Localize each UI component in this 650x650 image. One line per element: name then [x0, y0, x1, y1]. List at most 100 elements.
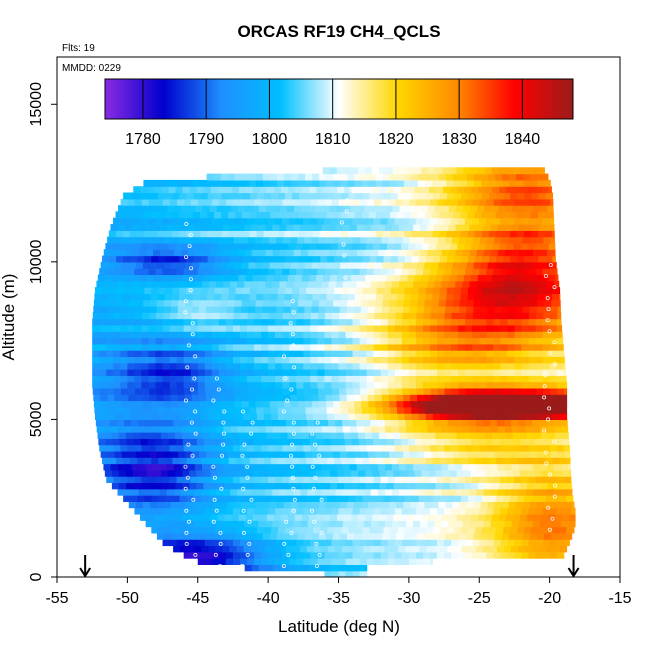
- heatmap-cell: [234, 501, 242, 509]
- heatmap-cell: [330, 469, 338, 477]
- heatmap-cell: [463, 469, 472, 477]
- heatmap-cell: [410, 450, 418, 458]
- heatmap-cell: [445, 532, 454, 540]
- heatmap-cell: [424, 501, 432, 509]
- heatmap-cell: [247, 331, 255, 339]
- heatmap-cell: [542, 198, 551, 206]
- heatmap-cell: [432, 293, 440, 301]
- heatmap-cell: [521, 343, 530, 351]
- heatmap-cell: [535, 551, 544, 559]
- heatmap-cell: [247, 337, 255, 345]
- heatmap-cell: [451, 350, 459, 357]
- heatmap-cell: [441, 224, 449, 231]
- heatmap-cell: [343, 432, 352, 439]
- heatmap-cell: [294, 205, 302, 213]
- heatmap-cell: [353, 236, 362, 244]
- heatmap-cell: [431, 450, 440, 458]
- sample-point: [348, 187, 353, 192]
- heatmap-cell: [296, 198, 305, 206]
- heatmap-cell: [98, 438, 107, 446]
- heatmap-cell: [364, 249, 372, 257]
- heatmap-cell: [528, 350, 537, 357]
- heatmap-cell: [466, 532, 475, 540]
- heatmap-cell: [498, 205, 506, 213]
- heatmap-cell: [270, 192, 279, 200]
- heatmap-cell: [467, 192, 476, 200]
- heatmap-cell: [317, 318, 326, 326]
- heatmap-cell: [272, 249, 281, 257]
- heatmap-cell: [141, 343, 150, 351]
- heatmap-cell: [527, 482, 535, 490]
- heatmap-cell: [472, 381, 480, 389]
- heatmap-cell: [239, 356, 248, 364]
- heatmap-cell: [362, 413, 371, 421]
- heatmap-cell: [318, 532, 327, 540]
- heatmap-cell: [212, 236, 221, 244]
- heatmap-cell: [477, 432, 486, 439]
- heatmap-cell: [428, 274, 437, 282]
- heatmap-cell: [484, 482, 493, 490]
- heatmap-cell: [218, 551, 227, 559]
- heatmap-cell: [366, 558, 375, 565]
- heatmap-cell: [268, 350, 276, 357]
- heatmap-cell: [275, 369, 283, 376]
- heatmap-cell: [466, 305, 474, 313]
- heatmap-cell: [291, 211, 300, 219]
- heatmap-cell: [106, 381, 114, 389]
- heatmap-cell: [176, 331, 185, 339]
- heatmap-cell: [421, 167, 429, 175]
- heatmap-cell: [330, 513, 338, 521]
- heatmap-cell: [292, 419, 301, 427]
- heatmap-cell: [542, 381, 551, 389]
- heatmap-cell: [515, 394, 524, 402]
- heatmap-cell: [116, 287, 124, 294]
- heatmap-cell: [254, 356, 262, 364]
- heatmap-cell: [172, 255, 181, 263]
- heatmap-cell: [465, 337, 473, 345]
- heatmap-cell: [465, 198, 474, 206]
- heatmap-cell: [386, 438, 395, 446]
- heatmap-cell: [531, 287, 539, 294]
- heatmap-cell: [448, 488, 456, 496]
- heatmap-cell: [191, 394, 200, 402]
- heatmap-cell: [388, 394, 397, 402]
- heatmap-cell: [446, 457, 455, 465]
- heatmap-cell: [389, 173, 398, 181]
- heatmap-cell: [106, 337, 114, 345]
- heatmap-cell: [217, 513, 226, 521]
- heatmap-cell: [363, 419, 371, 427]
- heatmap-cell: [465, 369, 473, 376]
- heatmap-cell: [507, 343, 516, 351]
- heatmap-cell: [529, 532, 538, 540]
- heatmap-cell: [400, 432, 408, 439]
- heatmap-cell: [277, 287, 286, 294]
- heatmap-cell: [505, 274, 514, 282]
- heatmap-cell: [427, 224, 435, 231]
- heatmap-cell: [375, 299, 384, 307]
- heatmap-cell: [242, 293, 250, 301]
- heatmap-cell: [458, 476, 466, 484]
- heatmap-cell: [329, 167, 338, 175]
- heatmap-cell: [263, 526, 272, 534]
- heatmap-cell: [231, 513, 240, 521]
- sample-point: [222, 409, 227, 414]
- heatmap-cell: [432, 255, 441, 263]
- heatmap-cell: [317, 268, 326, 276]
- heatmap-cell: [211, 343, 220, 351]
- heatmap-cell: [500, 312, 509, 320]
- heatmap-cell: [216, 520, 224, 528]
- heatmap-cell: [197, 343, 206, 351]
- heatmap-cell: [422, 476, 431, 484]
- heatmap-cell: [432, 211, 440, 219]
- heatmap-cell: [379, 274, 387, 282]
- heatmap-cell: [213, 501, 221, 509]
- heatmap-cell: [267, 186, 275, 194]
- heatmap-cell: [458, 268, 466, 276]
- heatmap-cell: [418, 495, 427, 502]
- heatmap-cell: [543, 394, 552, 402]
- heatmap-cell: [303, 551, 311, 559]
- heatmap-cell: [242, 495, 251, 502]
- heatmap-cell: [366, 369, 375, 376]
- heatmap-cell: [301, 513, 310, 521]
- heatmap-cell: [368, 299, 376, 307]
